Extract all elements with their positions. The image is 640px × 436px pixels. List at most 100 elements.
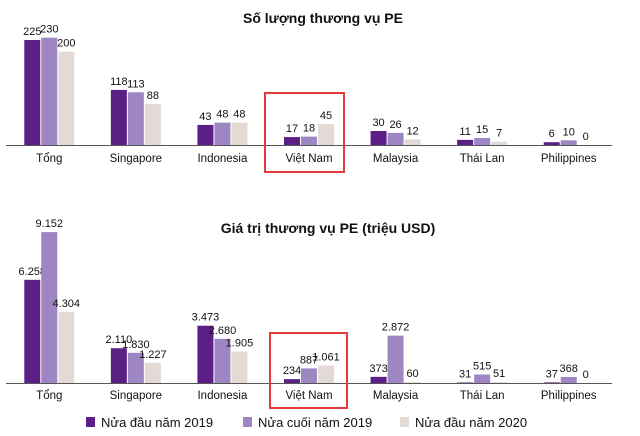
- chart-deal-value: Giá trị thương vụ PE (triệu USD) 6.258 9.…: [6, 218, 612, 409]
- bar: [284, 379, 300, 383]
- data-label: 26: [389, 119, 401, 131]
- bar: [491, 382, 508, 383]
- data-label: 45: [320, 110, 332, 122]
- bar: [197, 124, 214, 145]
- bar: [474, 374, 491, 383]
- bar: [543, 382, 560, 383]
- data-label: 1.061: [312, 352, 340, 364]
- legend-swatch: [243, 417, 252, 427]
- bar: [318, 365, 334, 383]
- data-label: 113: [127, 78, 145, 90]
- data-label: 9.152: [36, 218, 64, 230]
- bar: [127, 92, 144, 145]
- category-label: Indonesia: [197, 390, 247, 402]
- data-label: 1.830: [122, 339, 150, 351]
- data-label: 11: [459, 126, 470, 138]
- category-label: Philippines: [541, 153, 597, 165]
- category-label: Indonesia: [197, 153, 247, 165]
- legend-item-h2-2019: Nửa cuối năm 2019: [243, 415, 372, 430]
- data-label: 515: [473, 361, 491, 373]
- category-group: 373 2.872 60 Malaysia: [369, 322, 421, 402]
- legend: Nửa đầu năm 2019 Nửa cuối năm 2019 Nửa đ…: [86, 415, 527, 430]
- bar: [58, 51, 75, 145]
- bar: [231, 122, 248, 145]
- data-label: 60: [406, 368, 418, 380]
- bar: [543, 142, 560, 145]
- bar: [370, 376, 387, 383]
- bar: [474, 138, 491, 145]
- data-label: 887: [300, 354, 318, 366]
- category-group: 17 18 45 Việt Nam: [284, 110, 334, 165]
- data-label: 48: [216, 109, 228, 121]
- bar: [231, 351, 248, 383]
- bar: [301, 368, 317, 383]
- data-label: 0: [583, 369, 589, 381]
- data-label: 118: [110, 76, 128, 88]
- bar: [144, 362, 161, 383]
- chart-title: Giá trị thương vụ PE (triệu USD): [221, 220, 436, 236]
- category-label: Việt Nam: [285, 390, 332, 402]
- category-label: Singapore: [110, 153, 162, 165]
- highlight-box: [269, 332, 348, 409]
- bar: [387, 335, 404, 383]
- category-label: Tổng: [36, 153, 62, 165]
- data-label: 2.680: [209, 325, 237, 337]
- legend-label: Nửa cuối năm 2019: [258, 415, 372, 430]
- category-group: 6.258 9.152 4.304 Tổng: [19, 218, 81, 402]
- data-label: 368: [560, 363, 578, 375]
- bar: [318, 124, 334, 145]
- bar: [110, 89, 127, 145]
- category-label: Thái Lan: [460, 390, 505, 402]
- category-group: 43 48 48 Indonesia: [197, 109, 248, 165]
- bar: [41, 232, 58, 383]
- chart-title: Số lượng thương vụ PE: [243, 10, 403, 26]
- data-label: 234: [283, 365, 301, 377]
- legend-swatch: [86, 417, 95, 427]
- bar: [491, 141, 508, 145]
- category-label: Singapore: [110, 390, 162, 402]
- data-label: 3.473: [192, 312, 220, 324]
- data-label: 17: [286, 123, 298, 135]
- bar: [370, 131, 387, 145]
- category-label: Việt Nam: [285, 153, 332, 165]
- data-label: 4.304: [53, 298, 81, 310]
- category-group: 37 368 0 Philippines: [541, 363, 597, 402]
- data-label: 37: [546, 368, 558, 380]
- bar: [58, 312, 75, 383]
- category-label: Thái Lan: [460, 153, 505, 165]
- legend-item-h1-2019: Nửa đầu năm 2019: [86, 415, 213, 430]
- bar: [457, 382, 474, 383]
- data-label: 200: [57, 38, 75, 50]
- bar: [457, 139, 474, 145]
- bar: [560, 376, 577, 383]
- data-label: 48: [233, 109, 245, 121]
- bar: [144, 103, 161, 145]
- bar: [301, 136, 317, 145]
- bar: [387, 132, 404, 145]
- legend-label: Nửa đầu năm 2019: [101, 415, 213, 430]
- data-label: 18: [303, 123, 315, 135]
- category-group: 6 10 0 Philippines: [541, 126, 597, 165]
- data-label: 225: [23, 26, 41, 38]
- bar: [24, 40, 41, 145]
- data-label: 2.110: [105, 334, 132, 346]
- legend-item-h1-2020: Nửa đầu năm 2020: [400, 415, 527, 430]
- legend-label: Nửa đầu năm 2020: [415, 415, 527, 430]
- bar: [24, 279, 41, 383]
- data-label: 230: [40, 24, 58, 36]
- data-label: 6: [549, 128, 555, 140]
- bar: [560, 140, 577, 145]
- highlight-box: [264, 92, 345, 173]
- category-label: Malaysia: [373, 390, 419, 402]
- bar: [404, 382, 421, 383]
- data-label: 88: [147, 90, 159, 102]
- data-label: 43: [199, 111, 211, 123]
- data-label: 30: [372, 117, 384, 129]
- bar: [284, 137, 300, 145]
- data-label: 373: [369, 363, 387, 375]
